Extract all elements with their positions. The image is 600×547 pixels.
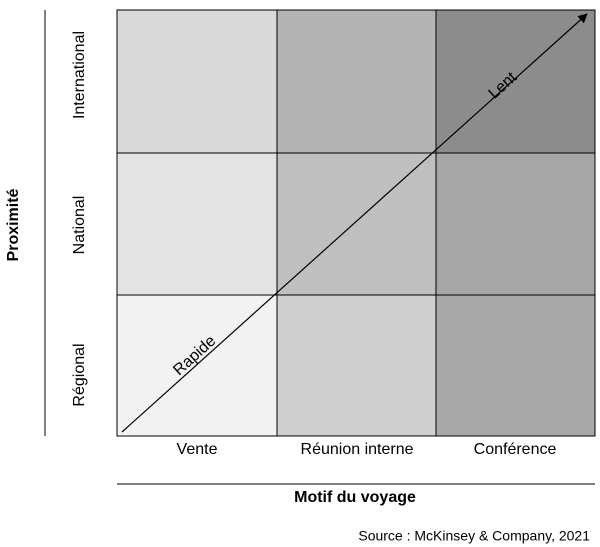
x-axis-title: Motif du voyage	[294, 489, 416, 506]
cell	[276, 152, 437, 296]
source: Source : McKinsey & Company, 2021	[358, 528, 590, 544]
column-label: Vente	[177, 441, 218, 458]
matrix	[116, 9, 596, 437]
cell	[435, 152, 596, 296]
cell	[435, 9, 596, 154]
column-label: Réunion interne	[301, 441, 414, 458]
cell	[276, 294, 437, 437]
cell	[116, 9, 278, 154]
cell	[276, 9, 437, 154]
row-label: Régional	[71, 343, 88, 406]
cell	[435, 294, 596, 437]
y-axis-title: Proximité	[5, 188, 22, 261]
row-label: International	[71, 31, 88, 119]
row-label: National	[71, 196, 88, 255]
arrow	[121, 13, 588, 433]
column-label: Conférence	[474, 441, 557, 458]
cell	[116, 152, 278, 296]
